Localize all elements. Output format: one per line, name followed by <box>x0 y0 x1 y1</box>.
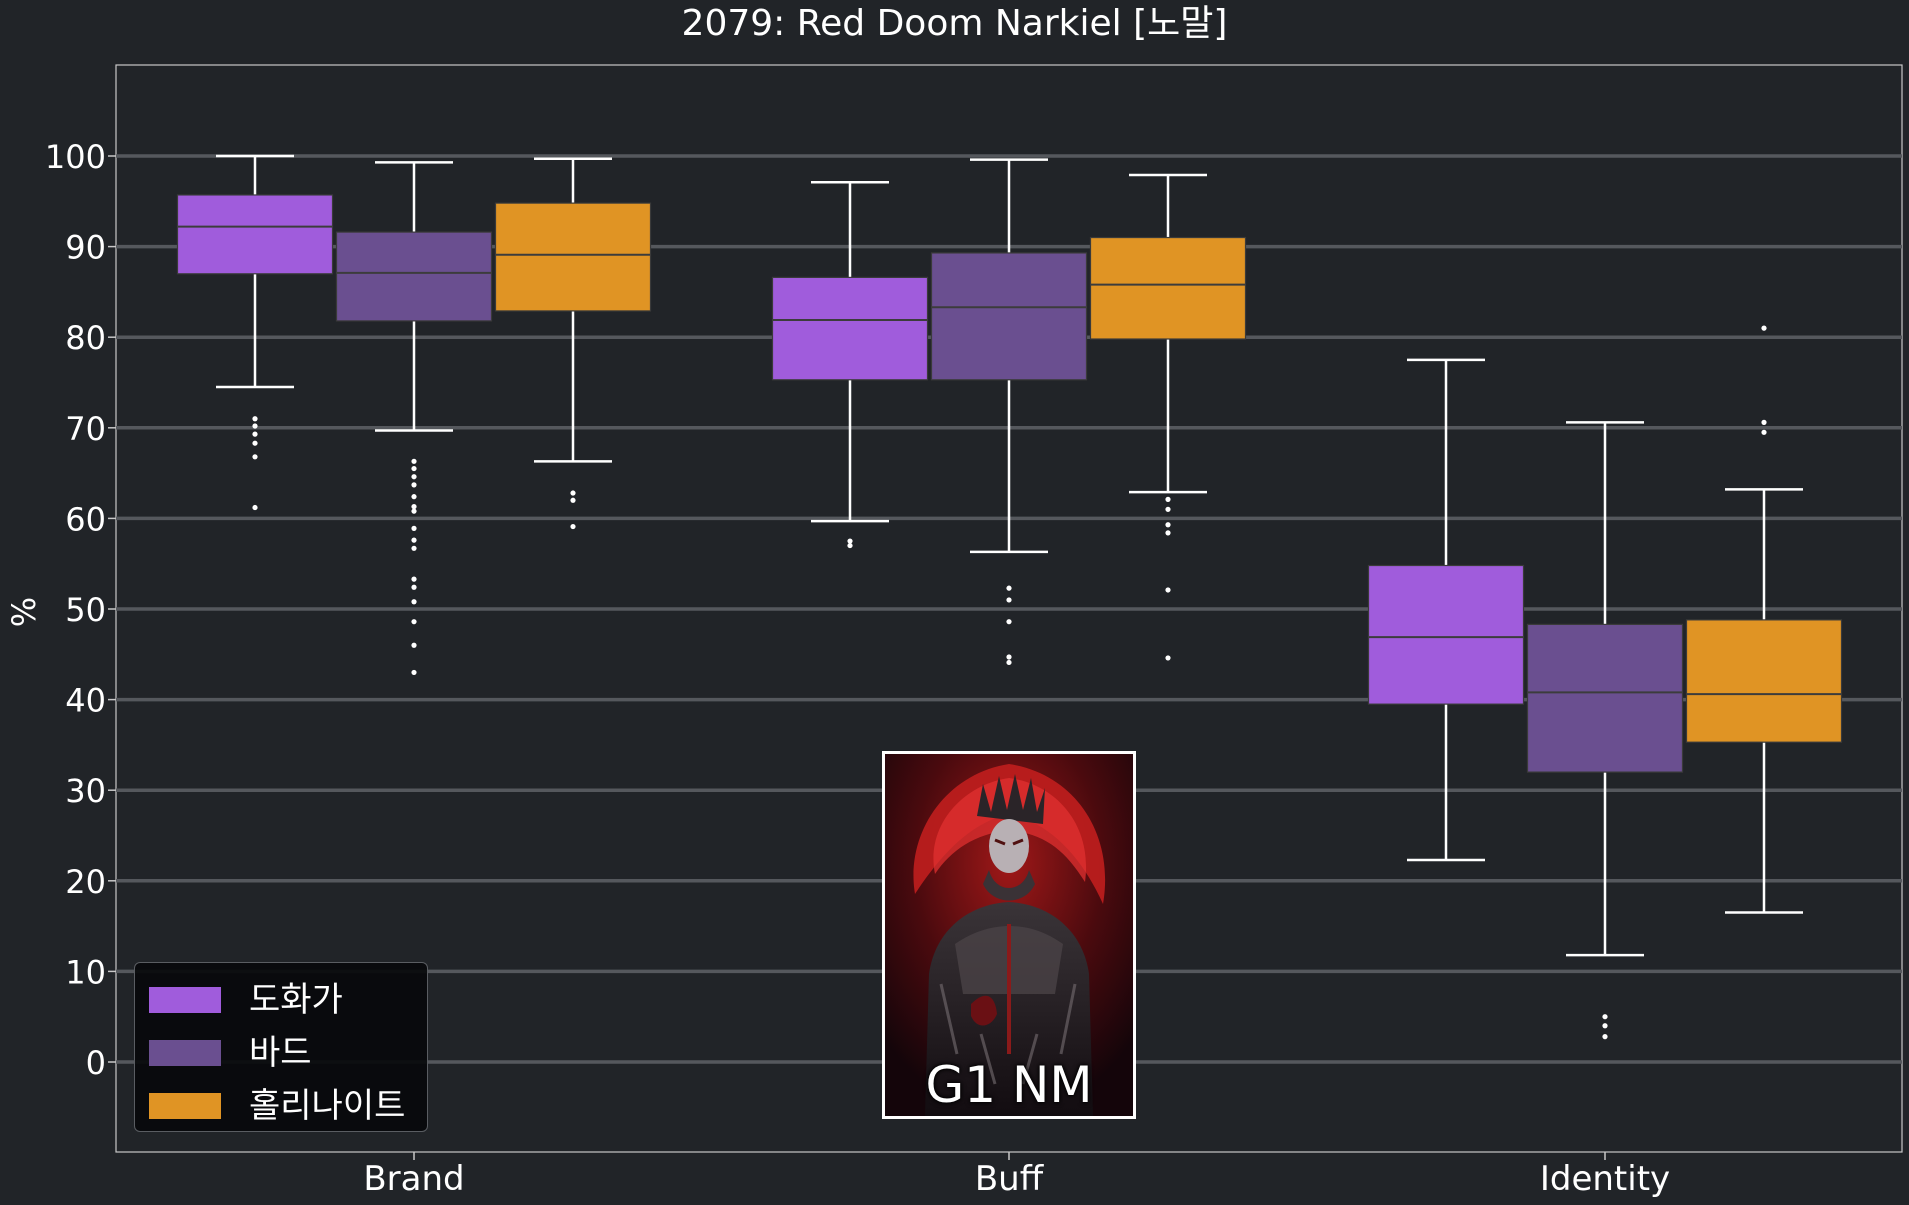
outlier-point <box>570 497 576 503</box>
outlier-point <box>1602 1034 1608 1040</box>
y-tick-label: 70 <box>65 410 106 448</box>
legend: 도화가 바드 홀리나이트 <box>134 962 428 1132</box>
x-tick-label: Brand <box>363 1159 464 1199</box>
box <box>494 202 652 312</box>
y-tick-label: 100 <box>45 138 106 176</box>
boss-portrait-image <box>885 754 1133 1116</box>
outlier-point <box>411 465 417 472</box>
outlier-point <box>411 545 417 551</box>
outlier-point <box>411 619 417 625</box>
legend-label: 홀리나이트 <box>249 1085 406 1126</box>
outlier-point <box>1006 619 1012 625</box>
outlier-point <box>1761 429 1767 435</box>
outlier-point <box>847 542 853 549</box>
outlier-point <box>411 669 417 676</box>
outlier-point <box>1761 325 1767 331</box>
legend-label: 도화가 <box>249 979 343 1020</box>
box <box>1089 236 1247 340</box>
outlier-point <box>411 525 417 531</box>
y-tick-label: 40 <box>65 682 106 720</box>
outlier-point <box>252 454 258 460</box>
legend-swatch <box>149 1039 221 1066</box>
outlier-point <box>411 537 417 543</box>
outlier-point <box>1761 419 1767 425</box>
outlier-point <box>1006 585 1012 591</box>
y-tick-label: 20 <box>65 863 106 901</box>
y-tick-label: 50 <box>65 591 106 629</box>
outlier-point <box>411 584 417 590</box>
box <box>1367 564 1525 705</box>
box <box>176 194 334 275</box>
y-tick-label: 10 <box>65 953 106 991</box>
legend-item: 홀리나이트 <box>135 1079 427 1132</box>
y-tick-label: 0 <box>86 1044 106 1082</box>
y-tick-label: 80 <box>65 319 106 357</box>
legend-label: 바드 <box>249 1032 312 1073</box>
outlier-point <box>252 504 258 511</box>
outlier-point <box>411 504 417 510</box>
boss-portrait: G1 NM <box>882 751 1136 1119</box>
y-axis-label: % <box>5 596 43 628</box>
legend-swatch <box>149 986 221 1013</box>
box <box>1685 619 1843 743</box>
outlier-point <box>411 508 417 514</box>
y-tick-label: 30 <box>65 772 106 810</box>
outlier-point <box>1006 654 1012 660</box>
outlier-point <box>1165 530 1171 536</box>
outlier-point <box>411 576 417 582</box>
x-tick-label: Buff <box>975 1159 1045 1199</box>
legend-item: 바드 <box>135 1026 427 1079</box>
outlier-point <box>1602 1014 1608 1020</box>
outlier-point <box>1165 587 1171 593</box>
portrait-caption: G1 NM <box>925 1056 1093 1114</box>
outlier-point <box>411 599 417 605</box>
outlier-point <box>252 416 258 422</box>
y-tick-label: 60 <box>65 500 106 538</box>
outlier-point <box>252 431 258 437</box>
outlier-point <box>570 490 576 496</box>
y-tick-label: 90 <box>65 229 106 267</box>
outlier-point <box>1006 597 1012 603</box>
box <box>335 231 493 322</box>
outlier-point <box>252 423 258 429</box>
outlier-point <box>1602 1023 1608 1029</box>
outlier-point <box>411 642 417 648</box>
box <box>1526 623 1684 773</box>
chart-title: 2079: Red Doom Narkiel [노말] <box>681 3 1228 44</box>
outlier-point <box>1165 496 1171 502</box>
outlier-point <box>411 474 417 480</box>
box <box>771 276 929 381</box>
outlier-point <box>411 482 417 488</box>
outlier-point <box>411 494 417 500</box>
legend-item: 도화가 <box>135 973 427 1026</box>
outlier-point <box>252 440 258 446</box>
outlier-point <box>847 538 853 544</box>
outlier-point <box>1165 506 1171 512</box>
outlier-point <box>1006 659 1012 666</box>
box <box>930 252 1088 381</box>
outlier-point <box>570 523 576 530</box>
x-tick-label: Identity <box>1540 1159 1670 1199</box>
outlier-point <box>1165 522 1171 528</box>
outlier-point <box>411 458 417 464</box>
outlier-point <box>1165 655 1171 661</box>
legend-swatch <box>149 1092 221 1119</box>
